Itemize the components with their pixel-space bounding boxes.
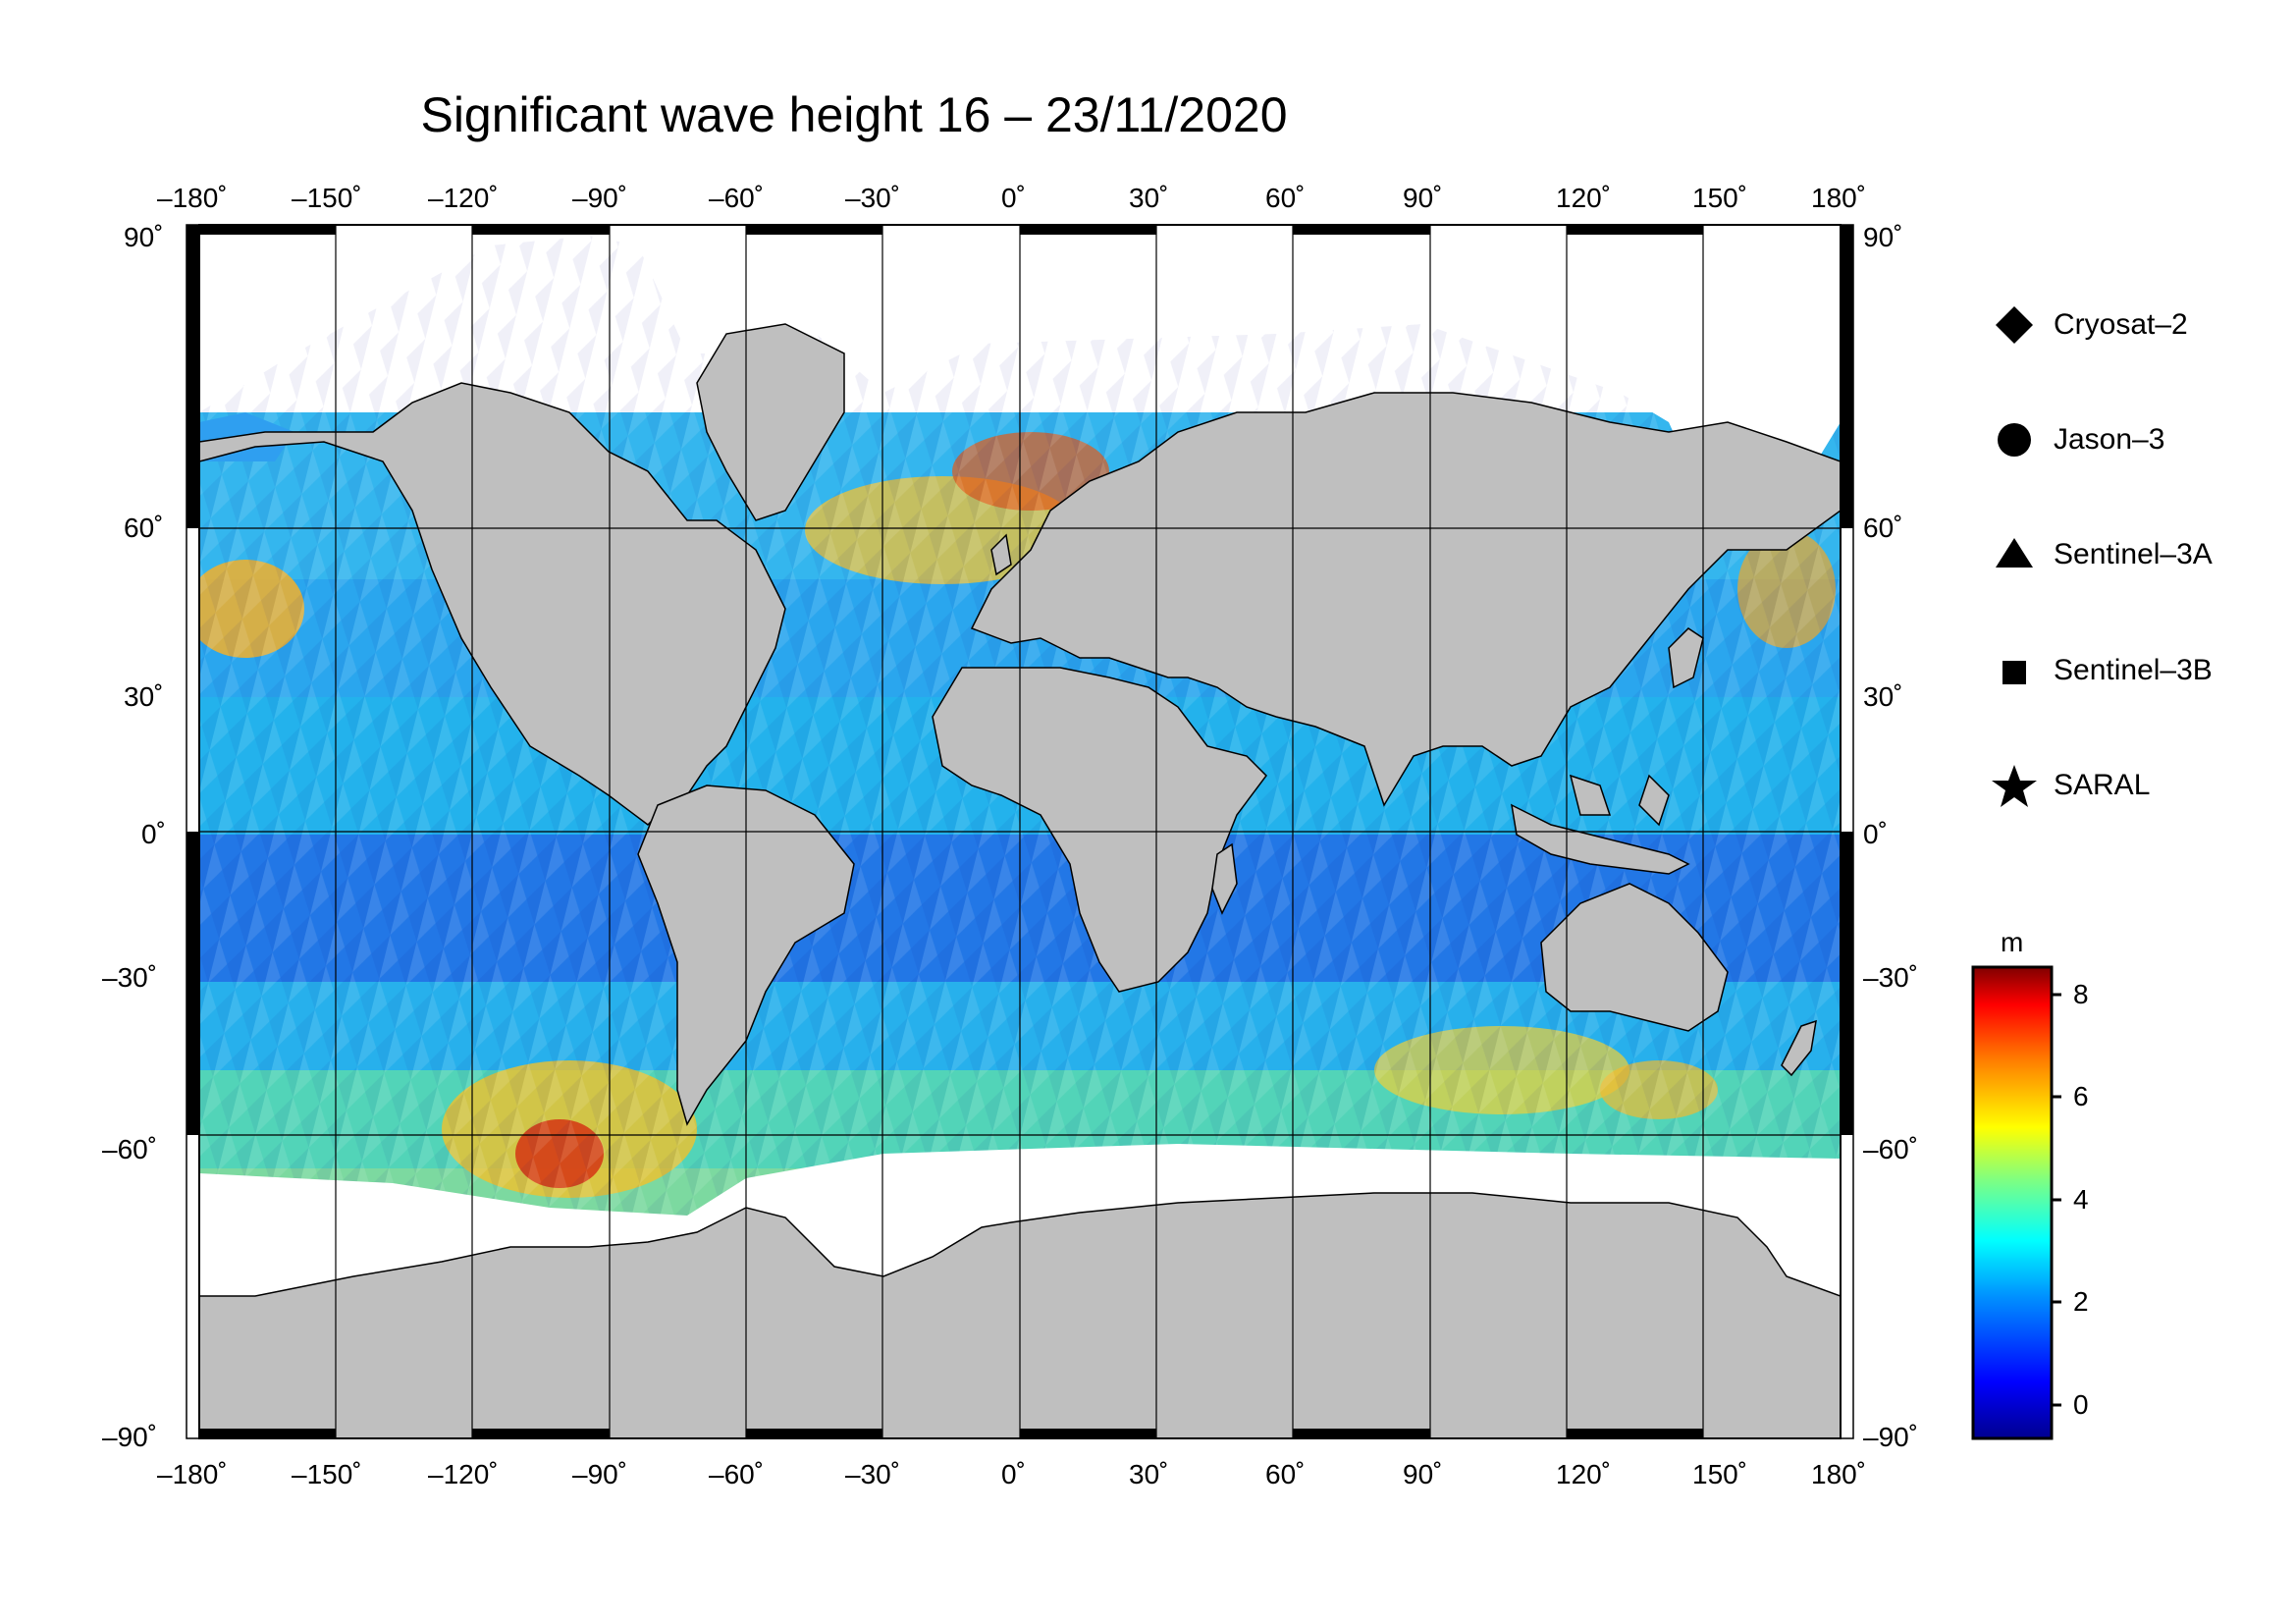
- diamond-icon: [1996, 306, 2033, 344]
- lat-label-right: –30˚: [1863, 962, 1919, 993]
- lat-label-right: 0˚: [1863, 819, 1888, 849]
- lat-label-right: 90˚: [1863, 222, 1903, 252]
- lat-label-left: 90˚: [124, 222, 164, 252]
- lat-label-left: –90˚: [102, 1422, 158, 1452]
- lon-label-top: –30˚: [845, 183, 901, 213]
- legend-item-jason: Jason–3: [1993, 415, 2164, 464]
- colorbar-tick-label: 2: [2073, 1286, 2089, 1317]
- landmass-africa: [932, 667, 1267, 993]
- colorbar-tick-label: 4: [2073, 1184, 2089, 1215]
- lon-label-top: –150˚: [292, 183, 362, 213]
- lon-label-bottom: –150˚: [292, 1459, 362, 1489]
- legend-item-sentinel-3a: Sentinel–3A: [1993, 530, 2213, 579]
- lat-label-right: 60˚: [1863, 513, 1903, 543]
- lat-label-left: 30˚: [124, 681, 164, 712]
- triangle-icon: [1996, 538, 2033, 568]
- legend-label: Jason–3: [2054, 423, 2165, 456]
- landmass-greenland: [696, 323, 845, 521]
- lon-label-bottom: –30˚: [845, 1459, 901, 1489]
- legend-symbols: [1992, 306, 2037, 807]
- colorbar: [1971, 965, 2061, 1440]
- lon-label-top: 0˚: [1001, 183, 1026, 213]
- square-icon: [2002, 661, 2026, 684]
- lon-label-top: 150˚: [1692, 183, 1748, 213]
- colorbar-tick-label: 8: [2073, 979, 2089, 1009]
- landmass-australia: [1540, 883, 1729, 1032]
- lat-label-right: 30˚: [1863, 681, 1903, 712]
- lon-label-bottom: 120˚: [1556, 1459, 1612, 1489]
- lat-label-left: –60˚: [102, 1134, 158, 1164]
- lon-label-bottom: –180˚: [157, 1459, 228, 1489]
- legend-item-cryosat: Cryosat–2: [1993, 300, 2188, 350]
- lon-label-top: –90˚: [572, 183, 628, 213]
- circle-icon: [1998, 423, 2031, 457]
- legend-item-saral: SARAL: [1993, 761, 2150, 810]
- lon-label-top: 90˚: [1403, 183, 1443, 213]
- lon-label-top: –60˚: [709, 183, 765, 213]
- map-frame: [186, 224, 1854, 1439]
- legend-label: Cryosat–2: [2054, 308, 2188, 341]
- map-title: Significant wave height 16 – 23/11/2020: [420, 87, 1288, 142]
- lon-label-bottom: –90˚: [572, 1459, 628, 1489]
- legend-label: Sentinel–3B: [2054, 654, 2213, 686]
- lon-label-bottom: 90˚: [1403, 1459, 1443, 1489]
- legend-label: Sentinel–3A: [2054, 538, 2213, 570]
- landmass-eurasia: [970, 392, 1841, 807]
- legend-item-sentinel-3b: Sentinel–3B: [1993, 646, 2213, 695]
- landmass-maritime-asia: [1511, 803, 1690, 875]
- lat-label-left: –30˚: [102, 962, 158, 993]
- colorbar-tick-label: 0: [2073, 1389, 2089, 1420]
- colorbar-unit: m: [2001, 927, 2024, 957]
- lat-label-left: 60˚: [124, 513, 164, 543]
- lat-label-left: 0˚: [141, 819, 166, 849]
- lon-label-bottom: –120˚: [428, 1459, 499, 1489]
- colorbar-tick-label: 6: [2073, 1081, 2089, 1111]
- lat-label-right: –60˚: [1863, 1134, 1919, 1164]
- lon-label-bottom: 60˚: [1265, 1459, 1306, 1489]
- lon-label-bottom: 150˚: [1692, 1459, 1748, 1489]
- legend-label: SARAL: [2054, 769, 2151, 801]
- lon-label-top: –180˚: [157, 183, 228, 213]
- lon-label-top: 180˚: [1811, 183, 1867, 213]
- lon-label-bottom: 30˚: [1129, 1459, 1169, 1489]
- lat-label-right: –90˚: [1863, 1422, 1919, 1452]
- lon-label-top: –120˚: [428, 183, 499, 213]
- lon-label-bottom: –60˚: [709, 1459, 765, 1489]
- lon-label-bottom: 180˚: [1811, 1459, 1867, 1489]
- star-icon: [1992, 765, 2037, 807]
- lon-label-top: 60˚: [1265, 183, 1306, 213]
- lon-label-bottom: 0˚: [1001, 1459, 1026, 1489]
- lon-label-top: 120˚: [1556, 183, 1612, 213]
- graticule: [199, 225, 1841, 1438]
- lon-label-top: 30˚: [1129, 183, 1169, 213]
